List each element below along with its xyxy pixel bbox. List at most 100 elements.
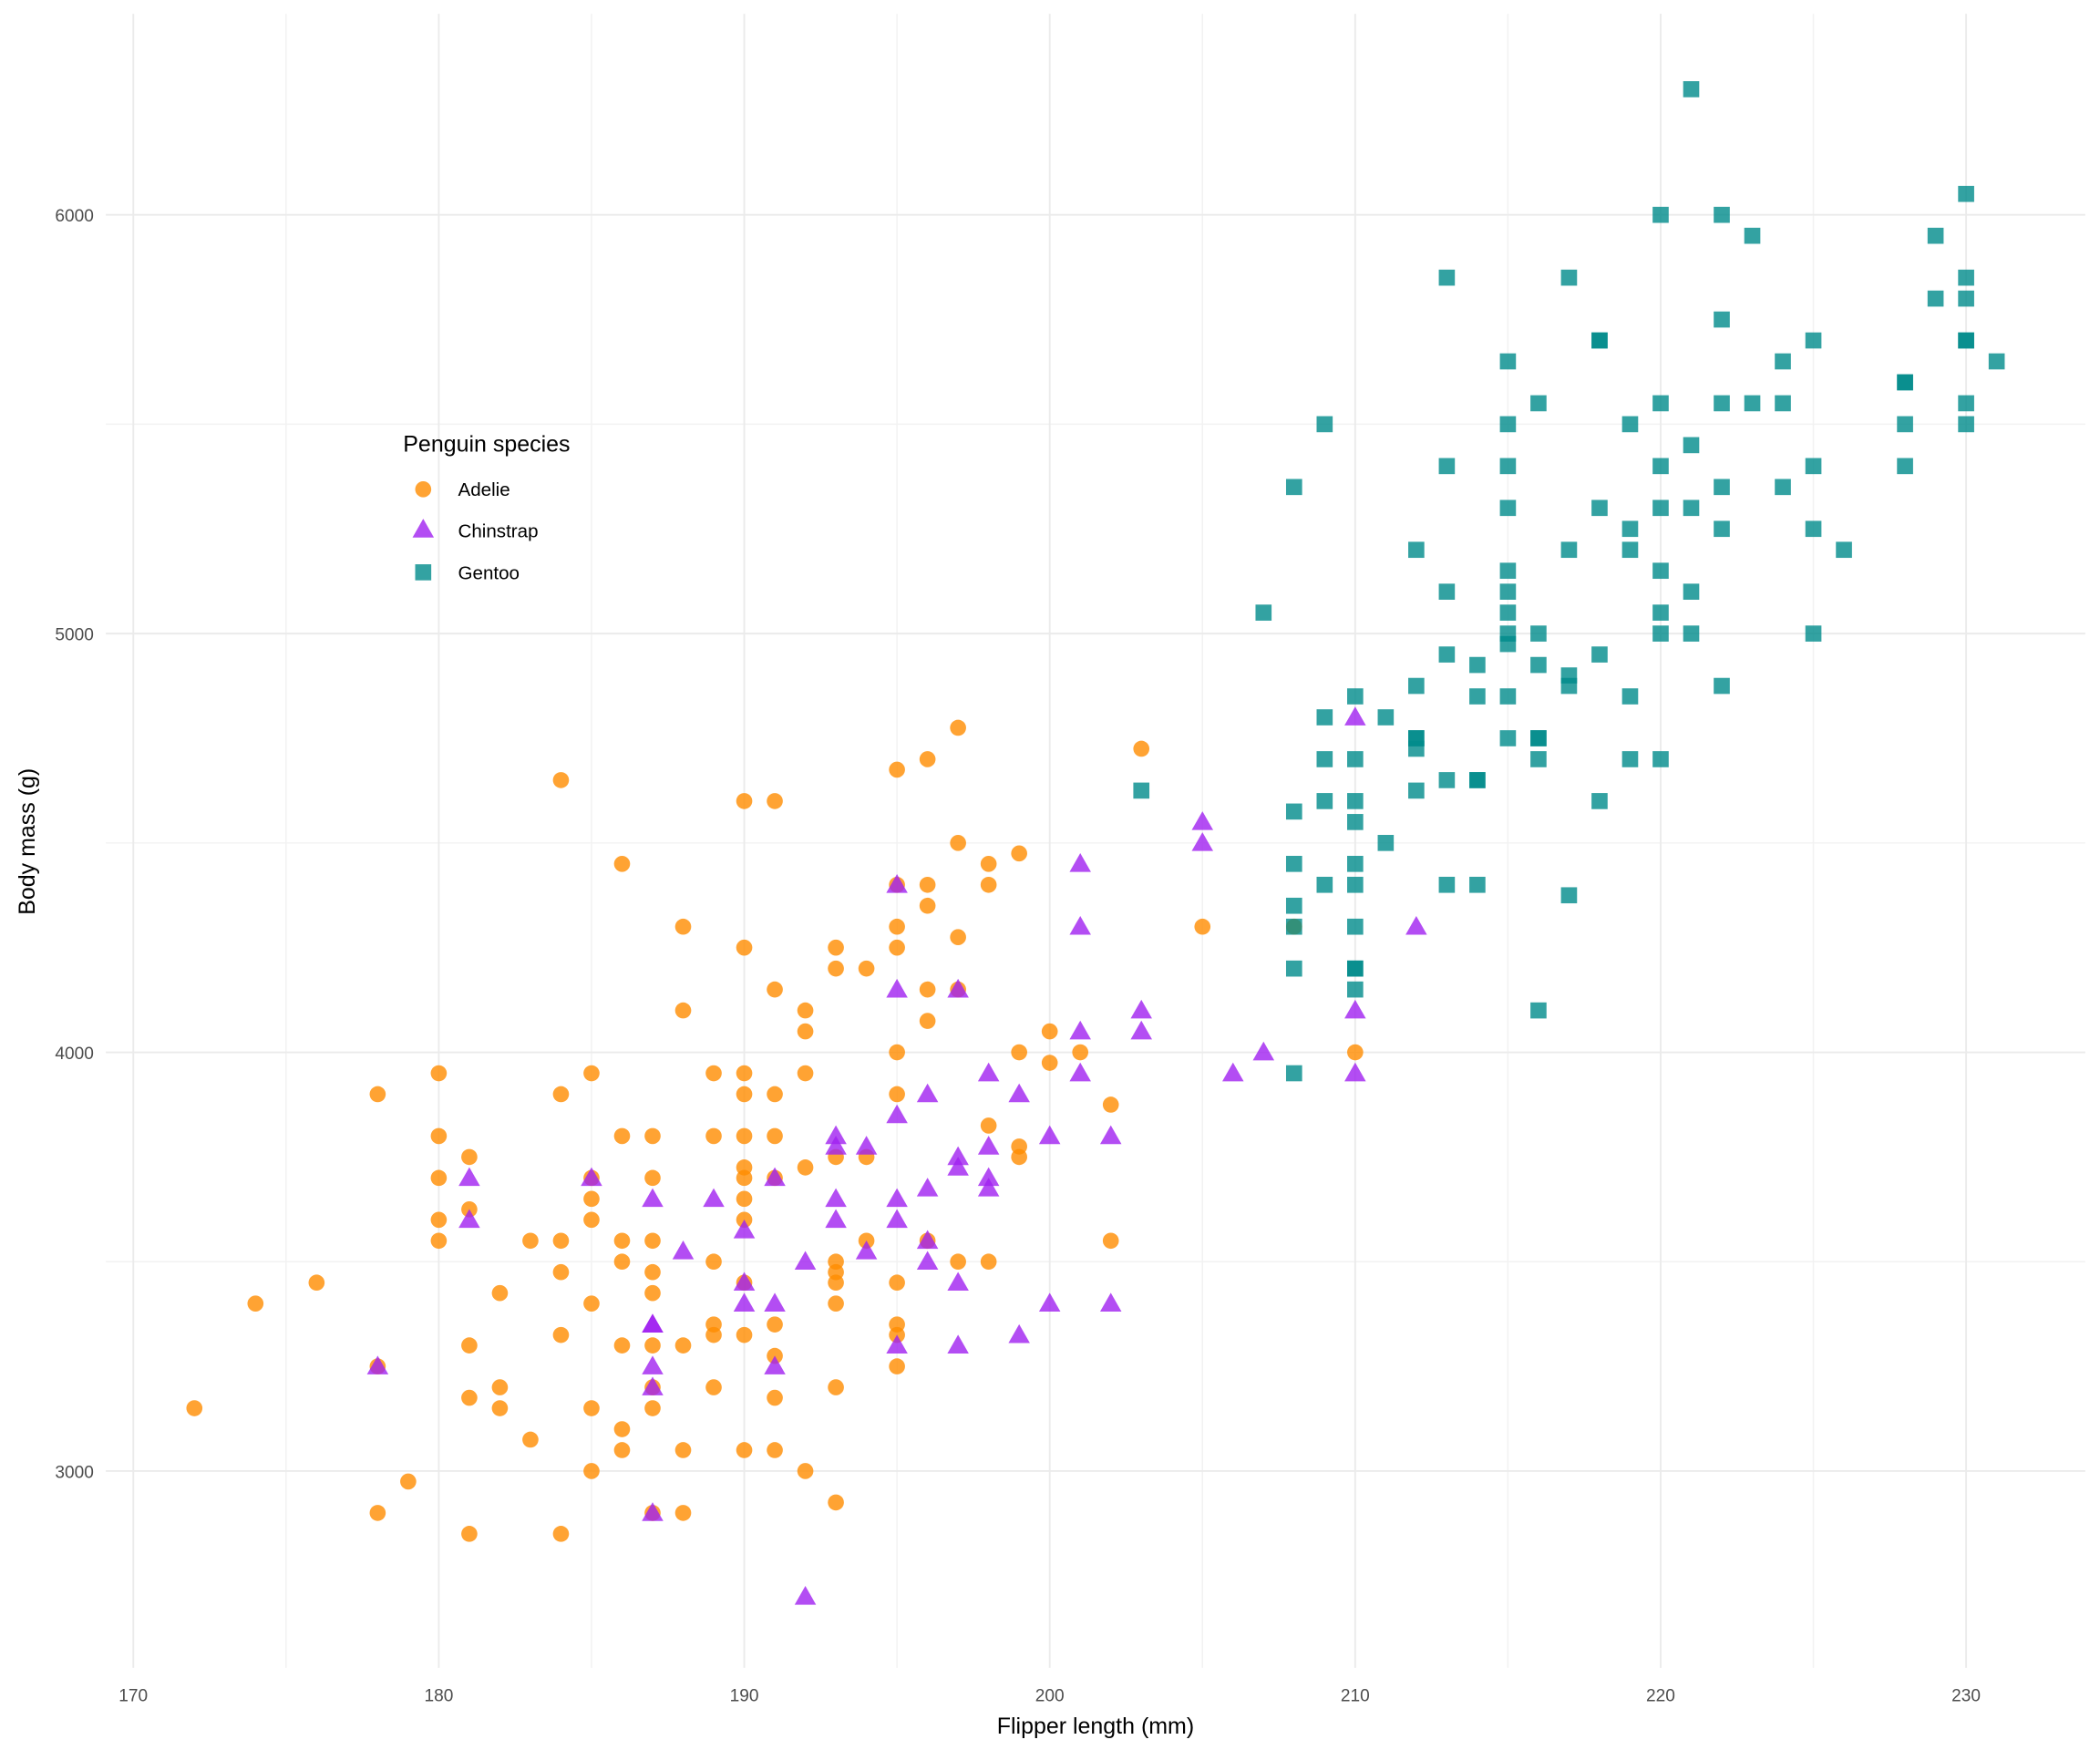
x-tick-label: 230: [1951, 1687, 1981, 1706]
point-gentoo: [1377, 709, 1395, 726]
point-adelie: [889, 761, 905, 778]
point-gentoo: [1530, 625, 1547, 642]
x-tick-label: 180: [424, 1687, 453, 1706]
point-gentoo: [1499, 730, 1517, 746]
point-adelie: [919, 981, 936, 998]
point-adelie: [1347, 1044, 1364, 1061]
point-adelie: [828, 939, 844, 956]
point-chinstrap: [1252, 1041, 1275, 1061]
point-adelie: [1194, 918, 1211, 935]
point-gentoo: [1775, 353, 1791, 370]
point-adelie: [674, 1002, 692, 1019]
point-adelie: [828, 1379, 844, 1395]
point-gentoo: [1438, 458, 1456, 475]
point-gentoo: [1683, 499, 1700, 517]
point-chinstrap: [581, 1167, 602, 1187]
point-adelie: [767, 1389, 783, 1406]
point-adelie: [767, 1127, 783, 1145]
point-adelie: [828, 1494, 844, 1511]
point-adelie: [644, 1284, 661, 1302]
point-adelie: [613, 1232, 631, 1250]
point-adelie: [767, 1442, 783, 1458]
point-adelie: [705, 1379, 722, 1395]
point-chinstrap: [794, 1586, 817, 1605]
point-chinstrap: [1130, 1020, 1152, 1040]
x-tick-label: 220: [1646, 1687, 1675, 1706]
point-chinstrap: [1222, 1062, 1244, 1082]
point-chinstrap: [825, 1136, 847, 1155]
point-adelie: [889, 1086, 905, 1103]
point-adelie: [461, 1389, 478, 1406]
point-adelie: [1072, 1044, 1089, 1061]
point-gentoo: [1316, 793, 1333, 809]
point-gentoo: [1285, 803, 1302, 820]
point-adelie: [613, 1127, 631, 1145]
point-gentoo: [1683, 625, 1700, 642]
point-adelie: [767, 1316, 783, 1333]
point-chinstrap: [977, 1062, 1000, 1082]
point-adelie: [674, 1505, 692, 1521]
point-gentoo: [1347, 814, 1364, 830]
point-gentoo: [1560, 887, 1578, 904]
y-axis-title: Body mass (g): [15, 768, 40, 915]
point-adelie: [950, 719, 966, 736]
point-chinstrap: [947, 1334, 969, 1354]
point-chinstrap: [1344, 1062, 1366, 1082]
point-adelie: [889, 918, 905, 935]
point-gentoo: [1408, 677, 1425, 695]
y-tick-label: 6000: [55, 207, 93, 226]
point-adelie: [430, 1232, 448, 1250]
point-gentoo: [1805, 520, 1822, 538]
point-gentoo: [1499, 688, 1517, 705]
point-chinstrap: [733, 1271, 756, 1292]
point-adelie: [736, 1086, 753, 1103]
point-adelie: [644, 1337, 661, 1354]
point-gentoo: [1530, 751, 1547, 767]
point-gentoo: [1347, 981, 1364, 998]
point-chinstrap: [458, 1209, 480, 1229]
point-adelie: [1041, 1023, 1058, 1040]
point-gentoo: [1408, 740, 1425, 757]
point-adelie: [461, 1337, 478, 1354]
point-gentoo: [1714, 479, 1730, 496]
point-adelie: [797, 1023, 814, 1040]
point-chinstrap: [764, 1355, 786, 1374]
point-gentoo: [1652, 458, 1669, 475]
point-adelie: [736, 1190, 753, 1208]
point-adelie: [644, 1400, 661, 1416]
point-adelie: [552, 1326, 570, 1343]
point-adelie: [552, 1263, 570, 1281]
point-adelie: [797, 1002, 814, 1019]
point-gentoo: [1805, 625, 1822, 642]
point-gentoo: [1530, 395, 1547, 412]
point-chinstrap: [1008, 1083, 1030, 1103]
legend-key-chinstrap: [412, 519, 435, 538]
point-chinstrap: [825, 1125, 847, 1145]
point-adelie: [919, 897, 936, 914]
point-adelie: [430, 1127, 448, 1145]
point-chinstrap: [947, 1146, 969, 1166]
point-chinstrap: [886, 978, 908, 998]
point-chinstrap: [764, 1292, 786, 1312]
legend-label-gentoo: Gentoo: [458, 562, 520, 583]
point-adelie: [736, 1442, 753, 1458]
point-gentoo: [1499, 499, 1517, 517]
point-gentoo: [1347, 918, 1364, 935]
point-gentoo: [1958, 416, 1974, 433]
point-gentoo: [1408, 782, 1425, 799]
point-chinstrap: [1191, 811, 1214, 830]
point-gentoo: [1591, 499, 1608, 517]
point-chinstrap: [947, 1157, 969, 1176]
point-chinstrap: [1069, 1020, 1091, 1040]
legend: Penguin species Adelie Chinstrap Gentoo: [403, 432, 570, 584]
point-chinstrap: [886, 1334, 908, 1354]
point-adelie: [767, 793, 783, 809]
point-adelie: [644, 1127, 661, 1145]
point-gentoo: [1560, 677, 1578, 695]
point-chinstrap: [458, 1167, 480, 1187]
point-chinstrap: [886, 874, 908, 893]
point-adelie: [644, 1169, 661, 1187]
point-gentoo: [1469, 656, 1486, 674]
point-gentoo: [1621, 541, 1639, 559]
